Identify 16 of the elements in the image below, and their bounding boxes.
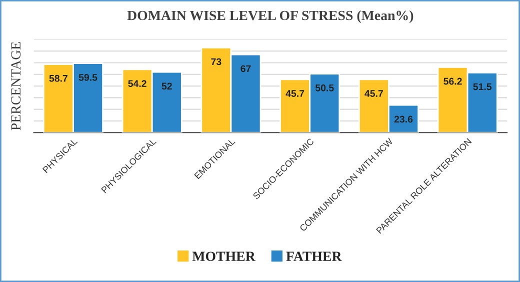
data-label: 59.5 — [78, 74, 98, 81]
data-label: 67 — [240, 65, 251, 72]
legend-label: MOTHER — [192, 252, 256, 262]
data-label: 56.2 — [444, 78, 462, 85]
data-label: 58.7 — [49, 74, 68, 82]
data-label: 45.7 — [286, 90, 304, 97]
data-label: 51.5 — [473, 83, 492, 90]
data-label: 73 — [211, 58, 222, 66]
y-axis-title: PERCENTAGE — [11, 42, 21, 130]
data-label: 45.7 — [364, 90, 383, 97]
chart-title: DOMAIN WISE LEVEL OF STRESS (Mean%) — [127, 10, 414, 23]
data-label: 50.5 — [315, 84, 334, 92]
legend-label: FATHER — [286, 252, 342, 261]
data-label: 54.2 — [128, 80, 146, 88]
data-label: 23.6 — [394, 116, 413, 123]
data-label: 52 — [162, 82, 172, 90]
